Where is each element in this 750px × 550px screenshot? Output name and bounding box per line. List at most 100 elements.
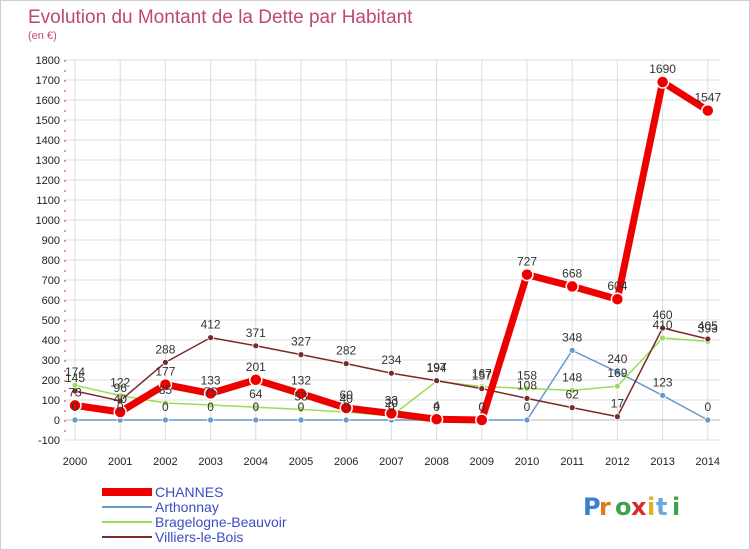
data-label: 169 <box>607 366 627 380</box>
data-point <box>253 343 259 349</box>
proxiti-logo: Pr o x i t i <box>583 493 680 521</box>
data-point <box>431 413 443 425</box>
y-tick-label: 500 <box>42 315 60 327</box>
data-point <box>660 335 666 341</box>
data-label: 177 <box>155 365 175 379</box>
y-tick-label: 700 <box>42 275 60 287</box>
data-point <box>208 335 214 341</box>
chart-title: Evolution du Montant de la Dette par Hab… <box>28 7 413 28</box>
logo-letter: x <box>631 493 647 521</box>
data-point <box>705 417 711 423</box>
data-label: 0 <box>117 400 124 414</box>
data-point <box>660 392 666 398</box>
data-label: 75 <box>204 385 218 399</box>
x-tick-label: 2007 <box>379 456 403 468</box>
data-point <box>614 383 620 389</box>
x-tick-label: 2000 <box>63 456 87 468</box>
data-label: 85 <box>159 383 173 397</box>
logo-letter: t <box>656 493 667 521</box>
y-tick-label: 100 <box>42 395 60 407</box>
data-point <box>566 280 578 292</box>
y-tick-label: 1400 <box>36 135 60 147</box>
data-point <box>476 414 488 426</box>
data-label: 40 <box>340 392 354 406</box>
data-label: 108 <box>517 378 537 392</box>
x-tick-label: 2010 <box>515 456 539 468</box>
data-label: 0 <box>704 400 711 414</box>
data-label: 197 <box>427 361 447 375</box>
x-tick-label: 2012 <box>605 456 629 468</box>
data-label: 282 <box>336 344 356 358</box>
x-tick-label: 2004 <box>244 456 268 468</box>
data-label: 234 <box>381 353 401 367</box>
y-tick-label: 1700 <box>36 75 60 87</box>
data-label: 327 <box>291 335 311 349</box>
x-tick-label: 2013 <box>650 456 674 468</box>
x-tick-label: 2005 <box>289 456 313 468</box>
chart-subtitle: (en €) <box>28 30 57 42</box>
data-label: 668 <box>562 266 582 280</box>
y-tick-label: -100 <box>38 435 60 447</box>
data-label: 0 <box>207 400 214 414</box>
data-point <box>611 293 623 305</box>
data-label: 0 <box>252 400 259 414</box>
data-point <box>250 374 262 386</box>
data-label: 405 <box>698 319 718 333</box>
y-tick-label: 1600 <box>36 95 60 107</box>
y-tick-label: 1100 <box>36 195 60 207</box>
data-label: 20 <box>385 396 399 410</box>
data-point <box>657 76 669 88</box>
data-point <box>569 347 575 353</box>
data-label: 53 <box>294 389 308 403</box>
data-label: 201 <box>246 360 266 374</box>
data-label: 145 <box>65 371 85 385</box>
logo-letter: o <box>615 493 632 521</box>
data-label: 604 <box>607 279 627 293</box>
data-label: 0 <box>162 400 169 414</box>
data-label: 0 <box>72 400 79 414</box>
data-point <box>72 417 78 423</box>
data-point <box>298 417 304 423</box>
data-point <box>343 417 349 423</box>
data-label: 1690 <box>649 62 676 76</box>
x-tick-label: 2001 <box>108 456 132 468</box>
data-point <box>343 361 349 367</box>
y-tick-label: 600 <box>42 295 60 307</box>
y-tick-label: 200 <box>42 375 60 387</box>
x-tick-label: 2003 <box>198 456 222 468</box>
data-label: 1547 <box>694 91 721 105</box>
data-point <box>705 336 711 342</box>
data-point <box>253 417 259 423</box>
y-tick-label: 1200 <box>36 175 60 187</box>
x-tick-label: 2008 <box>424 456 448 468</box>
data-label: 0 <box>478 400 485 414</box>
y-tick-label: 1300 <box>36 155 60 167</box>
legend-label: Bragelogne-Beauvoir <box>155 514 287 530</box>
logo-letter: i <box>647 493 655 521</box>
data-point <box>479 386 485 392</box>
y-tick-label: 900 <box>42 235 60 247</box>
x-tick-label: 2006 <box>334 456 358 468</box>
data-point <box>614 414 620 420</box>
y-tick-label: 300 <box>42 355 60 367</box>
x-tick-label: 2011 <box>560 456 584 468</box>
x-tick-label: 2014 <box>696 456 720 468</box>
data-point <box>298 352 304 358</box>
data-label: 123 <box>653 375 673 389</box>
debt-per-capita-chart: Evolution du Montant de la Dette par Hab… <box>0 0 750 550</box>
data-label: 157 <box>472 369 492 383</box>
data-point <box>162 417 168 423</box>
data-label: 0 <box>433 400 440 414</box>
data-point <box>521 269 533 281</box>
x-tick-label: 2009 <box>470 456 494 468</box>
logo-letter: P <box>583 493 601 521</box>
data-label: 17 <box>611 397 625 411</box>
y-tick-label: 1000 <box>36 215 60 227</box>
y-tick-label: 0 <box>54 415 60 427</box>
data-label: 288 <box>155 342 175 356</box>
logo-letter: i <box>672 493 680 521</box>
data-label: 62 <box>566 388 580 402</box>
data-point <box>208 417 214 423</box>
logo-letter: r <box>599 493 611 521</box>
data-label: 727 <box>517 255 537 269</box>
